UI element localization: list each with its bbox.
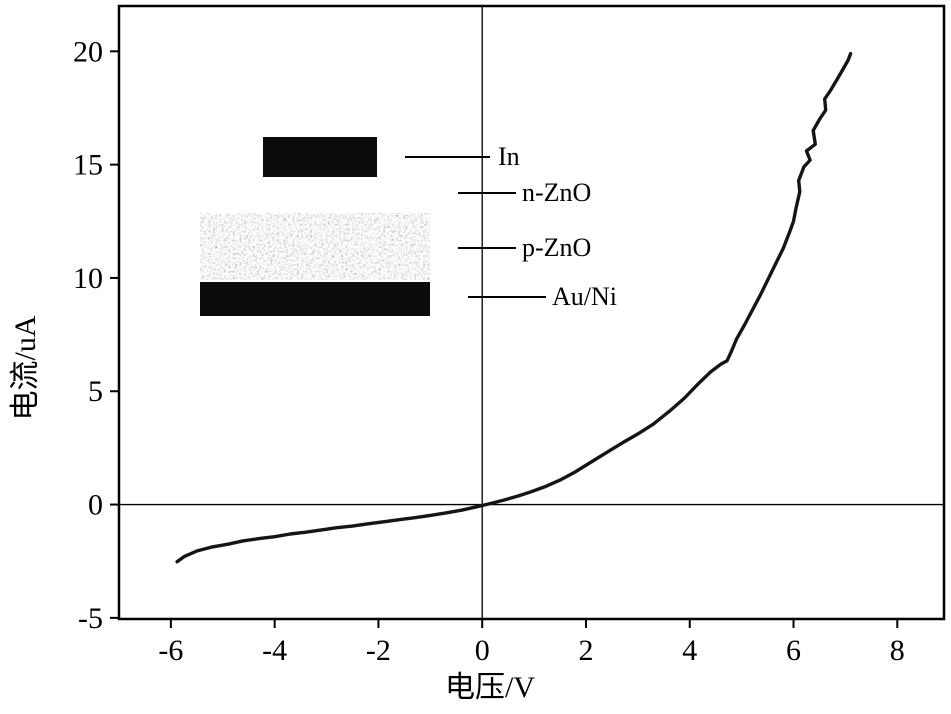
y-tick-label: 5: [88, 375, 103, 408]
p-zno-layer-textured: [200, 213, 430, 280]
x-tick-label: 8: [890, 634, 905, 667]
x-tick-label: 2: [578, 634, 593, 667]
y-tick-label: 15: [73, 149, 103, 182]
y-tick-label: 0: [88, 489, 103, 522]
plot-border: [117, 4, 946, 621]
inset-label-au-ni: Au/Ni: [552, 282, 617, 311]
x-tick-label: 6: [786, 634, 801, 667]
y-axis-title: 电流/uA: [9, 315, 42, 421]
inset-label-n-zno: n-ZnO: [522, 178, 592, 207]
y-tick-label: -5: [78, 602, 103, 635]
x-tick-label: 4: [682, 634, 697, 667]
in-electrode-layer: [263, 137, 377, 177]
x-axis-title: 电压/V: [445, 671, 535, 704]
inset-label-in: In: [498, 142, 520, 171]
inset-label-p-zno: p-ZnO: [522, 233, 592, 262]
x-tick-label: -2: [366, 634, 391, 667]
x-tick-label: -4: [262, 634, 287, 667]
x-tick-label: -6: [158, 634, 183, 667]
iv-curve-line: [175, 51, 853, 564]
y-tick-label: 20: [73, 35, 103, 68]
au-ni-electrode-layer: [200, 282, 430, 316]
y-tick-label: 10: [73, 262, 103, 295]
x-tick-label: 0: [475, 634, 490, 667]
p-zno-texture-rect: [200, 213, 430, 280]
